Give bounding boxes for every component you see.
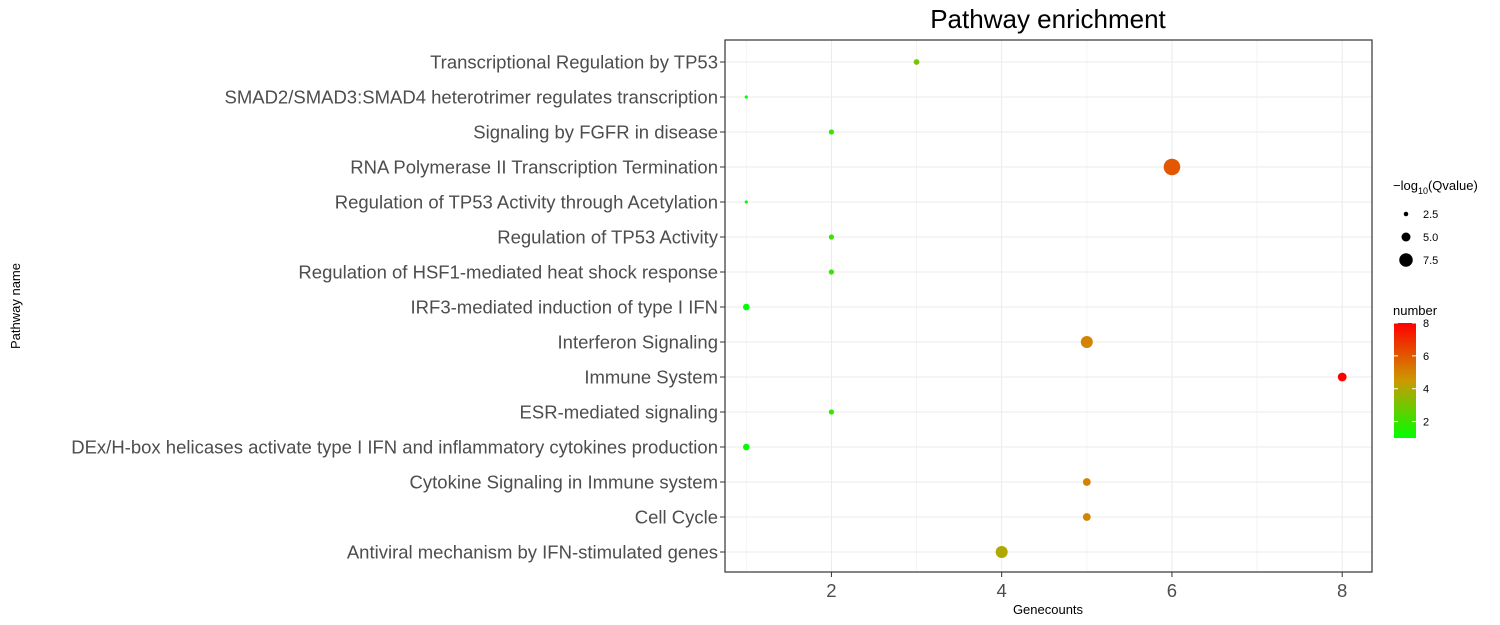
size-legend-label: 5.0 <box>1423 232 1438 244</box>
y-tick-label: Interferon Signaling <box>558 332 718 353</box>
size-legend-key <box>1401 232 1411 242</box>
data-point <box>744 95 748 99</box>
color-legend-label: 8 <box>1423 318 1429 330</box>
panel-border <box>724 39 1373 573</box>
size-legend-label: 2.5 <box>1423 209 1438 221</box>
color-legend-label: 6 <box>1423 351 1429 363</box>
y-tick-label: Cytokine Signaling in Immune system <box>410 472 718 493</box>
y-tick-label: IRF3-mediated induction of type I IFN <box>411 297 718 318</box>
size-legend-key <box>1403 211 1409 217</box>
data-point <box>1337 372 1347 382</box>
y-tick-label: DEx/H-box helicases activate type I IFN … <box>71 437 718 458</box>
data-point <box>995 546 1008 558</box>
size-legend-key <box>1399 253 1413 267</box>
x-tick-label: 2 <box>826 580 836 601</box>
size-legend-title-prefix: −log <box>1393 178 1418 193</box>
size-legend-title-subscript: 10 <box>1418 186 1428 196</box>
x-axis-label: Genecounts <box>1013 602 1084 617</box>
size-legend-title: −log10(Qvalue) <box>1393 178 1478 196</box>
x-tick-label: 8 <box>1337 580 1347 601</box>
y-axis-label: Pathway name <box>8 263 23 349</box>
y-tick-label: Regulation of TP53 Activity <box>497 227 719 248</box>
y-tick-label: Signaling by FGFR in disease <box>473 122 718 143</box>
color-legend-title: number <box>1393 303 1438 318</box>
y-tick-label: Transcriptional Regulation by TP53 <box>430 52 718 73</box>
data-point <box>1163 158 1181 176</box>
size-legend-title-suffix: (Qvalue) <box>1428 178 1478 193</box>
size-legend: −log10(Qvalue) 2.5 5.0 7.5 <box>1393 178 1478 267</box>
data-point <box>742 443 750 451</box>
x-axis-ticks: 2 4 6 8 <box>826 572 1347 601</box>
y-tick-label: Regulation of TP53 Activity through Acet… <box>335 192 718 213</box>
data-point <box>1080 336 1093 348</box>
y-tick-label: RNA Polymerase II Transcription Terminat… <box>350 157 718 178</box>
y-tick-label: Cell Cycle <box>635 507 718 528</box>
color-legend-bar <box>1394 323 1416 438</box>
data-points <box>742 59 1347 558</box>
data-point <box>1082 478 1091 486</box>
data-point <box>1082 513 1091 521</box>
y-tick-label: ESR-mediated signaling <box>520 402 718 423</box>
data-point <box>828 409 835 415</box>
y-axis-ticks: Transcriptional Regulation by TP53 SMAD2/… <box>71 52 725 563</box>
data-point <box>828 269 835 275</box>
data-point <box>828 234 835 240</box>
size-legend-label: 7.5 <box>1423 255 1438 267</box>
data-point <box>742 303 750 311</box>
data-point <box>913 59 920 65</box>
x-tick-label: 6 <box>1167 580 1177 601</box>
y-tick-label: Immune System <box>584 367 718 388</box>
y-tick-label: Regulation of HSF1-mediated heat shock r… <box>298 262 718 283</box>
data-point <box>828 129 835 135</box>
y-tick-label: SMAD2/SMAD3:SMAD4 heterotrimer regulates… <box>224 87 718 108</box>
chart-title: Pathway enrichment <box>930 4 1166 34</box>
x-tick-label: 4 <box>997 580 1007 601</box>
color-legend-label: 4 <box>1423 384 1429 396</box>
color-legend: number 2 4 6 8 <box>1393 303 1438 438</box>
data-point <box>744 200 748 204</box>
panel-grid <box>725 40 1372 572</box>
y-tick-label: Antiviral mechanism by IFN-stimulated ge… <box>347 542 718 563</box>
color-legend-label: 2 <box>1423 417 1429 429</box>
